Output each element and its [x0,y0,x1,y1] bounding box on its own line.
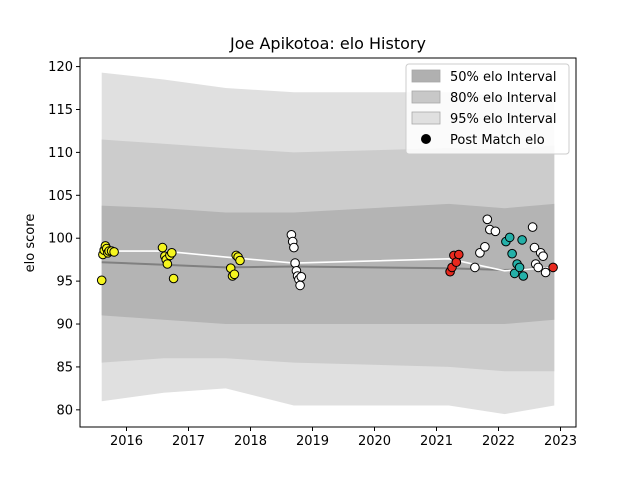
data-point [162,259,173,269]
data-point [168,273,179,284]
y-tick-label: 85 [56,360,73,375]
data-point [507,248,517,259]
legend-swatch [411,69,441,83]
legend-label: 80% elo Interval [450,91,557,106]
y-tick-label: 115 [48,103,73,118]
legend-label: 50% elo Interval [450,70,557,85]
x-axis: 2016 2017 2018 2019 2020 2021 2022 2023 [110,427,577,449]
data-point [296,272,307,282]
legend-swatch [411,90,441,104]
data-point [157,242,168,253]
y-tick-label: 95 [56,275,73,290]
x-tick-label: 2018 [234,434,267,449]
legend-swatch [411,111,441,125]
data-point [490,226,501,237]
data-point [529,242,540,253]
legend-box [405,63,570,155]
legend: 50% elo Interval 80% elo Interval 95% elo … [405,63,570,155]
data-point [235,255,245,266]
data-point [518,271,529,281]
data-point [229,269,240,280]
data-point [540,267,551,278]
data-point [454,249,464,260]
y-axis: 80 85 90 95 100 105 110 115 120 [48,60,80,418]
data-point [167,248,177,258]
plot-frame [79,57,577,428]
data-point [504,232,515,243]
y-tick-label: 120 [48,60,73,75]
data-point [290,258,300,268]
data-point [480,242,490,252]
y-tick-label: 90 [56,318,73,333]
post-match-points [96,214,558,291]
legend-label: Post Match elo [450,133,545,148]
x-tick-label: 2022 [482,434,515,449]
data-point [527,222,538,232]
legend-label: 95% elo Interval [450,112,557,127]
y-tick-label: 110 [48,146,73,161]
chart-title: Joe Apikotoa: elo History [229,34,426,53]
data-point [470,262,480,273]
x-tick-label: 2023 [544,434,577,449]
data-point [548,262,558,273]
x-tick-label: 2019 [296,434,329,449]
legend-marker [421,134,431,144]
y-axis-label: elo score [23,214,38,273]
data-point [533,262,544,273]
data-point [538,251,548,262]
interval-bands [101,72,555,415]
data-point [96,275,107,286]
data-point [295,280,305,291]
data-point [109,247,119,257]
x-tick-label: 2016 [110,434,143,449]
x-tick-label: 2017 [172,434,205,449]
y-tick-label: 105 [48,189,73,204]
y-tick-label: 100 [48,232,73,247]
data-point [289,242,299,253]
data-point [482,214,493,225]
interval-band-50pct [101,203,555,324]
y-tick-label: 80 [56,403,73,418]
x-tick-label: 2020 [358,434,391,449]
x-tick-label: 2021 [420,434,453,449]
data-point [514,262,525,273]
data-point [517,235,527,245]
